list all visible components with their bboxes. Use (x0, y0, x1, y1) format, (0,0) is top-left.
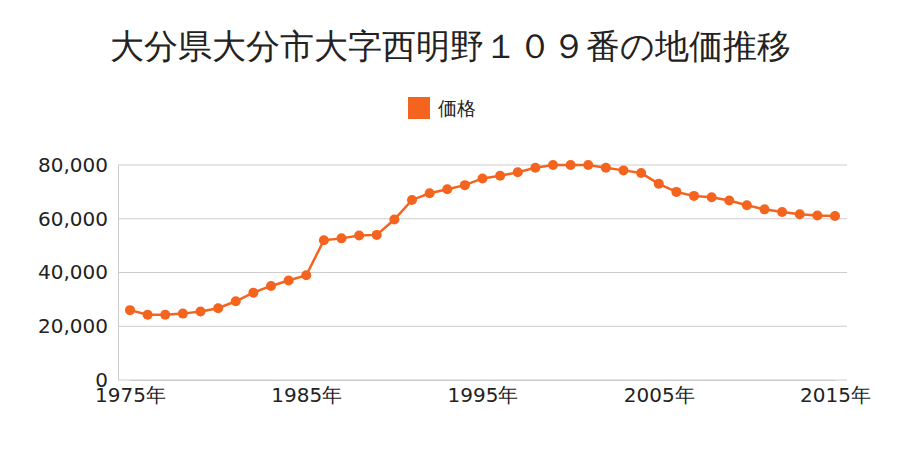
marker (354, 230, 364, 240)
marker (777, 207, 787, 217)
marker (231, 296, 241, 306)
marker (389, 215, 399, 225)
x-tick: 2015年 (800, 380, 871, 407)
marker (301, 270, 311, 280)
y-tick-label: 20,000 (38, 314, 108, 338)
marker (724, 195, 734, 205)
x-tick: 1995年 (448, 380, 519, 407)
marker (196, 306, 206, 316)
marker (601, 163, 611, 173)
marker (830, 211, 840, 221)
marker (337, 233, 347, 243)
marker (513, 167, 523, 177)
legend-swatch (408, 97, 430, 119)
marker (689, 191, 699, 201)
marker (654, 179, 664, 189)
x-tick-label: 2005年 (624, 383, 695, 407)
x-tick-label: 2015年 (800, 383, 871, 407)
marker (460, 180, 470, 190)
x-tick: 1985年 (271, 380, 342, 407)
y-tick: 80,000 (38, 153, 118, 177)
x-tick: 1975年 (95, 380, 166, 407)
marker (548, 160, 558, 170)
marker (319, 235, 329, 245)
line (130, 165, 835, 315)
x-axis-line (131, 380, 836, 381)
marker (407, 195, 417, 205)
marker (178, 309, 188, 319)
marker (566, 160, 576, 170)
legend-label: 価格 (438, 97, 476, 119)
x-tick-label: 1995年 (448, 383, 519, 407)
y-axis: 020,00040,00060,00080,000 (38, 153, 118, 392)
marker (372, 230, 382, 240)
legend: 価格 (408, 97, 476, 119)
y-tick-label: 60,000 (38, 207, 108, 231)
marker (284, 276, 294, 286)
chart: 大分県大分市大字西明野１０９番の地価推移020,00040,00060,0008… (0, 0, 900, 450)
grid-line (118, 380, 847, 381)
marker (583, 160, 593, 170)
grid-line (118, 165, 847, 166)
grid-line (118, 326, 847, 327)
marker (812, 211, 822, 221)
marker (495, 171, 505, 181)
grid-line (118, 272, 847, 273)
marker (442, 184, 452, 194)
x-axis: 1975年 1985年 1995年 2005年 2015年 (95, 380, 871, 407)
marker (619, 165, 629, 175)
y-tick-label: 40,000 (38, 260, 108, 284)
x-tick-label: 1975年 (95, 383, 166, 407)
marker (248, 288, 258, 298)
y-axis-line (118, 166, 119, 381)
y-tick: 40,000 (38, 260, 118, 284)
marker (795, 209, 805, 219)
grid (118, 165, 847, 380)
grid-line (118, 218, 847, 219)
plot-area (125, 160, 840, 320)
marker (160, 310, 170, 320)
x-tick-label: 1985年 (271, 383, 342, 407)
marker (125, 305, 135, 315)
marker (671, 187, 681, 197)
marker (760, 204, 770, 214)
marker (742, 200, 752, 210)
marker (707, 192, 717, 202)
marker (425, 188, 435, 198)
marker (143, 310, 153, 320)
marker (213, 303, 223, 313)
x-tick: 2005年 (624, 380, 695, 407)
marker (530, 163, 540, 173)
y-tick-label: 80,000 (38, 153, 108, 177)
marker (478, 173, 488, 183)
marker (266, 281, 276, 291)
y-tick: 60,000 (38, 207, 118, 231)
title: 大分県大分市大字西明野１０９番の地価推移 (110, 26, 791, 66)
y-tick: 20,000 (38, 314, 118, 338)
marker (636, 168, 646, 178)
